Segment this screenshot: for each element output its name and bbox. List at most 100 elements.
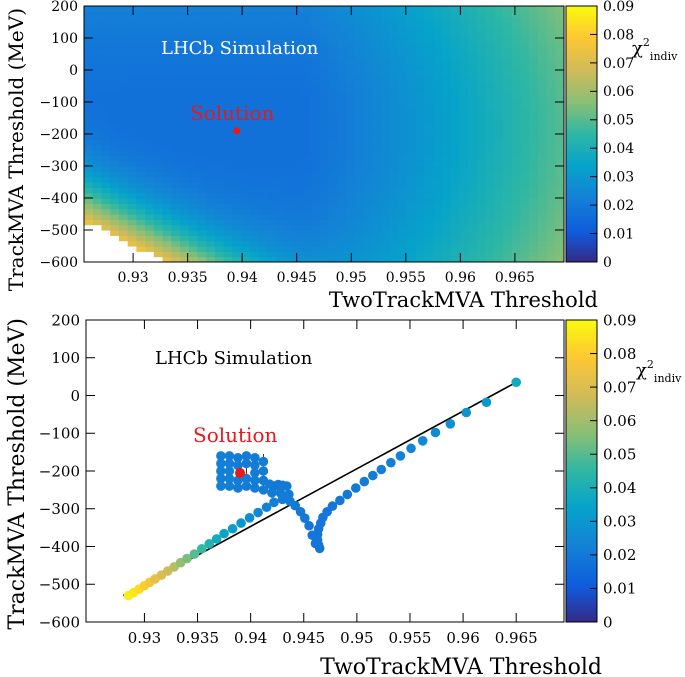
heatmap-cell bbox=[372, 155, 382, 162]
heatmap-cell bbox=[249, 86, 260, 92]
heatmap-cell bbox=[398, 246, 408, 252]
heatmap-cell bbox=[101, 214, 111, 220]
heatmap-cell bbox=[328, 144, 338, 151]
heatmap-cell bbox=[92, 155, 103, 162]
heatmap-cell bbox=[415, 208, 425, 215]
heatmap-cell bbox=[433, 43, 443, 50]
heatmap-cell bbox=[450, 171, 460, 178]
heatmap-cell bbox=[502, 166, 513, 172]
heatmap-cell bbox=[546, 86, 556, 92]
heatmap-cell bbox=[302, 22, 312, 28]
heatmap-cell bbox=[92, 80, 103, 87]
heatmap-cell bbox=[537, 38, 548, 44]
heatmap-cell bbox=[468, 214, 478, 220]
heatmap-cell bbox=[162, 75, 172, 82]
heatmap-cell bbox=[468, 75, 478, 82]
heatmap-cell bbox=[267, 27, 277, 34]
heatmap-cell bbox=[258, 75, 268, 82]
heatmap-cell bbox=[433, 54, 443, 60]
heatmap-cell bbox=[555, 6, 564, 12]
heatmap-cell bbox=[337, 54, 347, 60]
heatmap-cell bbox=[101, 224, 111, 231]
heatmap-cell bbox=[372, 235, 382, 242]
heatmap-cell bbox=[136, 91, 146, 98]
heatmap-cell bbox=[459, 139, 469, 146]
heatmap-cell bbox=[511, 214, 521, 220]
heatmap-cell bbox=[555, 182, 564, 188]
heatmap-cell bbox=[276, 118, 286, 124]
heatmap-cell bbox=[511, 224, 521, 231]
heatmap-cell bbox=[555, 139, 564, 146]
heatmap-cell bbox=[145, 219, 155, 226]
heatmap-cell bbox=[206, 96, 216, 103]
heatmap-cell bbox=[511, 48, 521, 55]
heatmap-cell bbox=[258, 240, 268, 247]
heatmap-cell bbox=[476, 235, 487, 242]
heatmap-cell bbox=[424, 144, 434, 151]
x-tick-label: 0.95 bbox=[340, 629, 373, 647]
heatmap-cell bbox=[424, 48, 434, 55]
heatmap-cell bbox=[485, 16, 495, 23]
heatmap-cell bbox=[502, 171, 513, 178]
heatmap-cell bbox=[145, 150, 155, 156]
heatmap-cell bbox=[529, 43, 539, 50]
heatmap-cell bbox=[537, 214, 548, 220]
heatmap-cell bbox=[476, 246, 487, 252]
heatmap-cell bbox=[406, 43, 417, 50]
heatmap-cell bbox=[232, 230, 242, 236]
heatmap-cell bbox=[555, 176, 564, 183]
heatmap-cell bbox=[319, 80, 329, 87]
heatmap-cell bbox=[232, 176, 242, 183]
heatmap-cell bbox=[546, 38, 556, 44]
scatter-point bbox=[351, 483, 361, 493]
heatmap-cell bbox=[276, 128, 286, 135]
heatmap-cell bbox=[345, 54, 356, 60]
heatmap-cell bbox=[433, 70, 443, 76]
heatmap-cell bbox=[293, 70, 303, 76]
heatmap-cell bbox=[494, 246, 504, 252]
heatmap-cell bbox=[310, 219, 321, 226]
y-tick-label: −500 bbox=[39, 576, 80, 594]
heatmap-cell bbox=[249, 64, 260, 71]
scatter-point bbox=[224, 481, 235, 491]
heatmap-cell bbox=[459, 123, 469, 130]
heatmap-cell bbox=[293, 123, 303, 130]
heatmap-cell bbox=[345, 230, 356, 236]
heatmap-cell bbox=[337, 219, 347, 226]
heatmap-cell bbox=[276, 208, 286, 215]
heatmap-cell bbox=[267, 155, 277, 162]
heatmap-cell bbox=[223, 32, 233, 39]
heatmap-cell bbox=[232, 118, 242, 124]
heatmap-cell bbox=[136, 208, 146, 215]
heatmap-cell bbox=[424, 240, 434, 247]
heatmap-cell bbox=[249, 251, 260, 258]
heatmap-cell bbox=[546, 166, 556, 172]
heatmap-cell bbox=[372, 16, 382, 23]
heatmap-cell bbox=[162, 160, 172, 167]
heatmap-cell bbox=[485, 54, 495, 60]
heatmap-cell bbox=[258, 54, 268, 60]
heatmap-cell bbox=[372, 160, 382, 167]
heatmap-cell bbox=[520, 128, 530, 135]
heatmap-cell bbox=[511, 64, 521, 71]
heatmap-cell bbox=[197, 160, 207, 167]
heatmap-cell bbox=[127, 32, 137, 39]
heatmap-cell bbox=[520, 43, 530, 50]
heatmap-cell bbox=[502, 150, 513, 156]
heatmap-cell bbox=[293, 27, 303, 34]
heatmap-cell bbox=[249, 102, 260, 108]
heatmap-cell bbox=[302, 32, 312, 39]
heatmap-cell bbox=[372, 251, 382, 258]
heatmap-cell bbox=[302, 187, 312, 194]
heatmap-cell bbox=[267, 32, 277, 39]
heatmap-cell bbox=[345, 166, 356, 172]
heatmap-cell bbox=[546, 187, 556, 194]
heatmap-cell bbox=[101, 134, 111, 140]
heatmap-cell bbox=[459, 214, 469, 220]
heatmap-cell bbox=[162, 208, 172, 215]
heatmap-cell bbox=[485, 251, 495, 258]
heatmap-cell bbox=[310, 246, 321, 252]
heatmap-cell bbox=[284, 59, 295, 66]
heatmap-cell bbox=[153, 96, 164, 103]
heatmap-cell bbox=[241, 246, 251, 252]
